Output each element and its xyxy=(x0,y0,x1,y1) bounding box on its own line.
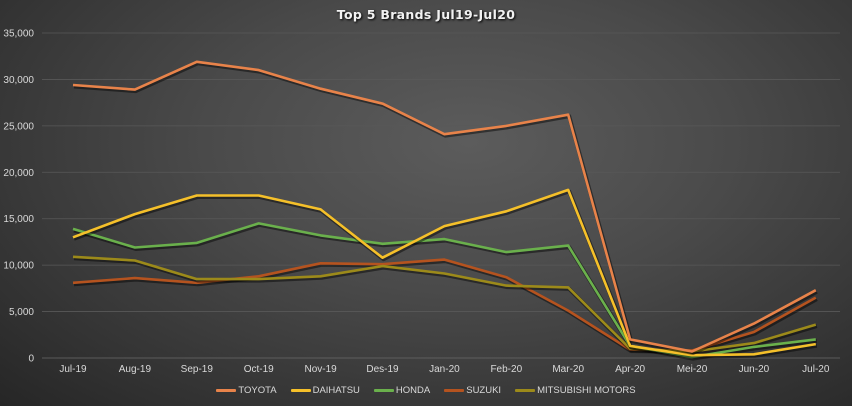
legend-label: TOYOTA xyxy=(238,385,277,396)
x-tick-label: Des-19 xyxy=(366,364,399,375)
legend-label: DAIHATSU xyxy=(312,385,360,396)
series-shadow xyxy=(73,189,818,359)
legend-swatch-icon xyxy=(515,389,536,392)
legend-swatch-icon xyxy=(444,389,465,392)
series-shadow xyxy=(73,61,818,355)
legend-item-honda: HONDA xyxy=(373,385,431,396)
y-tick-label: 35,000 xyxy=(3,29,34,40)
x-tick-label: Mei-20 xyxy=(677,364,708,375)
legend-swatch-icon xyxy=(373,389,394,392)
legend-item-mitsubishi-motors: MITSUBISHI MOTORS xyxy=(515,385,636,396)
series-line-honda xyxy=(72,222,816,359)
legend-label: HONDA xyxy=(395,385,431,396)
legend: TOYOTA DAIHATSU HONDA SUZUKI MITSUBISHI MOTO… xyxy=(0,385,852,396)
legend-item-toyota: TOYOTA xyxy=(216,385,277,396)
x-tick-label: Apr-20 xyxy=(615,364,645,375)
series-line-toyota xyxy=(72,60,817,353)
x-tick-label: Mar-20 xyxy=(552,364,584,375)
y-tick-label: 20,000 xyxy=(3,168,34,179)
x-tick-label: Jan-20 xyxy=(429,364,460,375)
x-tick-label: Jul-19 xyxy=(59,364,87,375)
y-tick-label: 10,000 xyxy=(3,261,34,272)
legend-label: MITSUBISHI MOTORS xyxy=(537,385,636,396)
x-tick-label: Nov-19 xyxy=(304,364,337,375)
legend-item-daihatsu: DAIHATSU xyxy=(290,385,360,396)
series-line-daihatsu xyxy=(72,188,817,357)
x-tick-label: Jun-20 xyxy=(739,364,770,375)
legend-swatch-icon xyxy=(290,389,311,392)
y-tick-label: 30,000 xyxy=(3,75,34,86)
y-tick-label: 5,000 xyxy=(9,307,34,318)
legend-item-suzuki: SUZUKI xyxy=(444,385,501,396)
y-tick-label: 25,000 xyxy=(3,121,34,132)
y-tick-label: 15,000 xyxy=(3,214,34,225)
x-tick-label: Oct-19 xyxy=(244,364,274,375)
chart-title: Top 5 Brands Jul19-Jul20 xyxy=(336,7,516,22)
legend-swatch-icon xyxy=(216,389,237,392)
x-tick-label: Feb-20 xyxy=(490,364,522,375)
y-tick-label: 0 xyxy=(28,354,34,365)
series-line-mitsubishi-motors xyxy=(72,255,817,353)
x-tick-label: Aug-19 xyxy=(119,364,152,375)
x-tick-label: Jul-20 xyxy=(802,364,830,375)
legend-label: SUZUKI xyxy=(466,385,502,396)
x-tick-label: Sep-19 xyxy=(181,364,214,375)
